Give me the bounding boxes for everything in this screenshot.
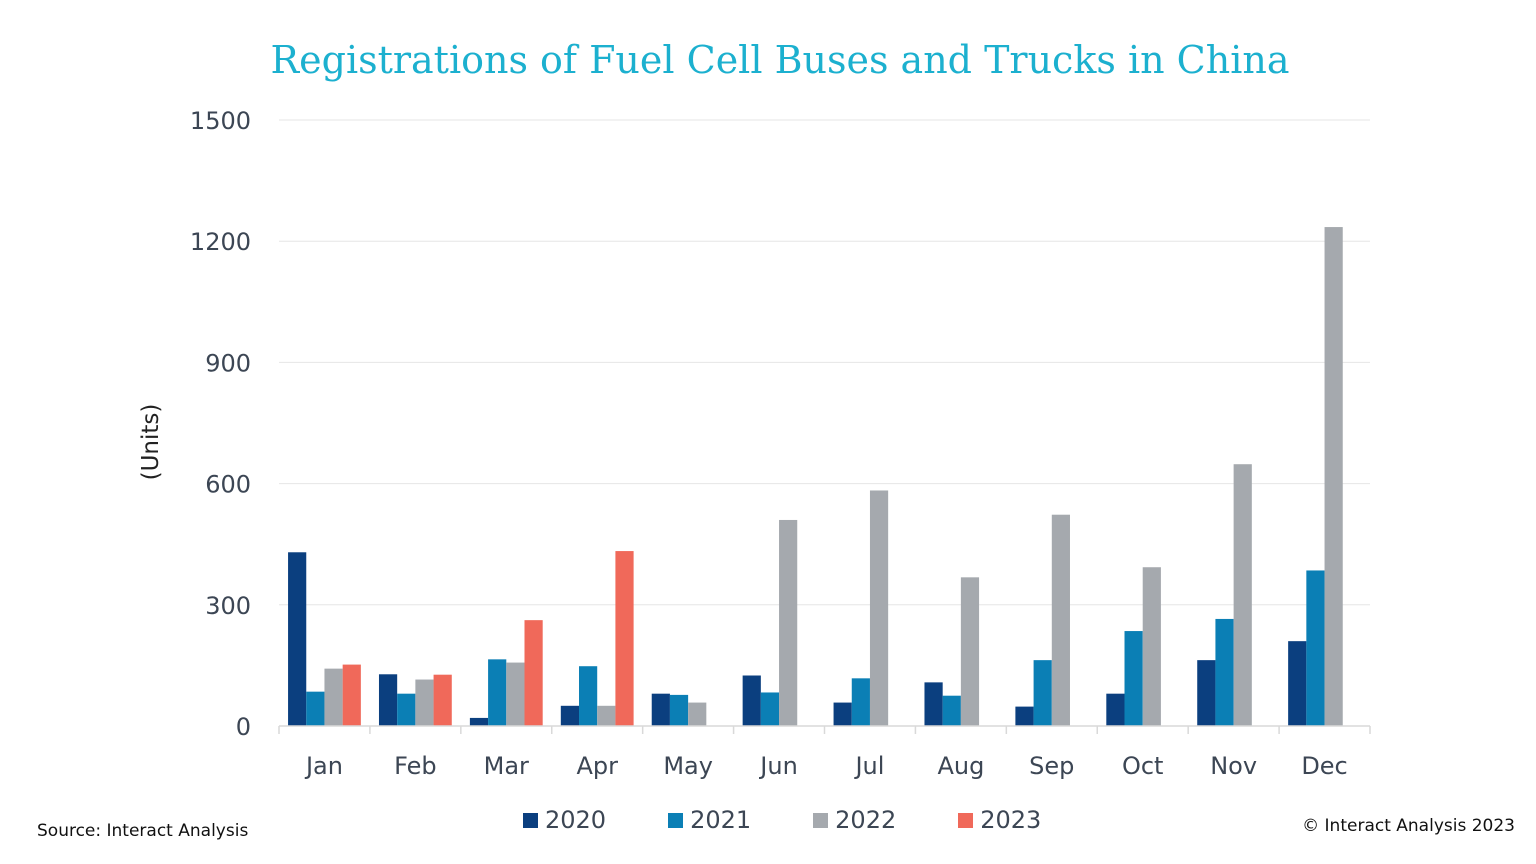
bars [288, 227, 1343, 726]
bar-2020-sep [1015, 706, 1034, 726]
x-tick-label-mar: Mar [484, 752, 529, 780]
y-tick-label: 1200 [190, 228, 251, 256]
bar-2022-oct [1142, 567, 1161, 726]
y-tick-label: 600 [205, 471, 251, 499]
x-tick-label-may: May [663, 752, 713, 780]
x-tick-label-sep: Sep [1029, 752, 1074, 780]
x-axis-ticks: Jan Feb Mar Apr May Jun Jul Aug Sep Oct Nov Dec [304, 752, 1348, 780]
y-tick-label: 900 [205, 349, 251, 377]
legend-label: 2022 [835, 806, 897, 834]
bar-2021-mar [488, 659, 507, 726]
bar-2023-mar [524, 620, 543, 726]
x-tick-label-dec: Dec [1301, 752, 1347, 780]
bar-2021-feb [397, 693, 416, 726]
y-axis-label: (Units) [138, 404, 164, 481]
bar-2020-jun [742, 675, 761, 726]
bar-2022-mar [506, 662, 525, 726]
legend-swatch [813, 812, 829, 828]
bar-2021-apr [579, 666, 598, 726]
bar-2022-jul [869, 490, 889, 726]
legend: 2020 2021 2022 2023 [523, 806, 1103, 834]
bar-chart: 0 300 600 900 1200 1500 Jan Feb Mar Apr May Jun Jul… [138, 107, 1371, 780]
bar-2022-feb [415, 679, 434, 726]
bar-2021-jun [760, 692, 780, 726]
legend-label: 2023 [980, 806, 1042, 834]
x-tick-label-oct: Oct [1122, 752, 1164, 780]
bar-2022-apr [597, 705, 616, 726]
bar-2021-jul [851, 678, 870, 726]
bar-2020-nov [1197, 660, 1216, 726]
bar-2020-jan [288, 552, 307, 726]
bar-2022-nov [1233, 464, 1252, 726]
y-axis-ticks: 0 300 600 900 1200 1500 [190, 107, 251, 741]
y-tick-label: 1500 [190, 107, 251, 135]
bar-2022-aug [960, 577, 980, 726]
legend-swatch [958, 812, 974, 828]
x-tick-label-jun: Jun [758, 752, 798, 780]
bar-2020-may [651, 693, 670, 726]
bar-2021-nov [1215, 618, 1234, 726]
chart-title: Registrations of Fuel Cell Buses and Tru… [270, 38, 1290, 82]
bar-2020-feb [378, 674, 398, 726]
x-axis [278, 725, 1371, 734]
bar-2021-jan [306, 691, 325, 726]
legend-swatch [668, 812, 684, 828]
legend-label: 2021 [690, 806, 752, 834]
legend-item-2023: 2023 [958, 806, 1041, 834]
legend-item-2021: 2021 [668, 806, 751, 834]
legend-label: 2020 [545, 806, 607, 834]
legend-swatch [523, 812, 538, 828]
bar-2020-apr [560, 705, 580, 726]
bar-2020-aug [924, 682, 943, 726]
x-tick-label-feb: Feb [394, 752, 437, 780]
bar-2022-dec [1324, 227, 1343, 726]
x-tick-label-jul: Jul [853, 752, 884, 780]
bar-2023-jan [342, 664, 361, 726]
x-tick-label-jan: Jan [304, 752, 343, 780]
source-note: Source: Interact Analysis [37, 821, 249, 841]
x-tick-label-nov: Nov [1210, 752, 1257, 780]
x-tick-label-apr: Apr [576, 752, 618, 780]
bar-2023-feb [433, 674, 452, 726]
copyright-note: © Interact Analysis 2023 [1302, 816, 1515, 836]
bar-2020-oct [1106, 693, 1125, 726]
bar-2020-mar [469, 717, 489, 726]
gridlines [279, 119, 1370, 606]
legend-item-2020: 2020 [523, 806, 606, 834]
bar-2020-dec [1288, 641, 1307, 726]
x-tick-label-aug: Aug [937, 752, 984, 780]
bar-2020-jul [833, 702, 852, 726]
y-tick-label: 0 [236, 713, 251, 741]
bar-2021-dec [1306, 570, 1325, 726]
bar-2022-jan [324, 668, 343, 726]
bar-2021-aug [942, 695, 961, 726]
bar-2022-may [688, 702, 707, 726]
bar-2022-sep [1051, 514, 1070, 726]
bar-2023-apr [615, 551, 634, 726]
y-tick-label: 300 [205, 592, 251, 620]
bar-2022-jun [779, 519, 798, 726]
legend-item-2022: 2022 [813, 806, 896, 834]
bar-2021-may [669, 694, 689, 726]
bar-2021-oct [1124, 631, 1143, 726]
bar-2021-sep [1033, 660, 1052, 726]
